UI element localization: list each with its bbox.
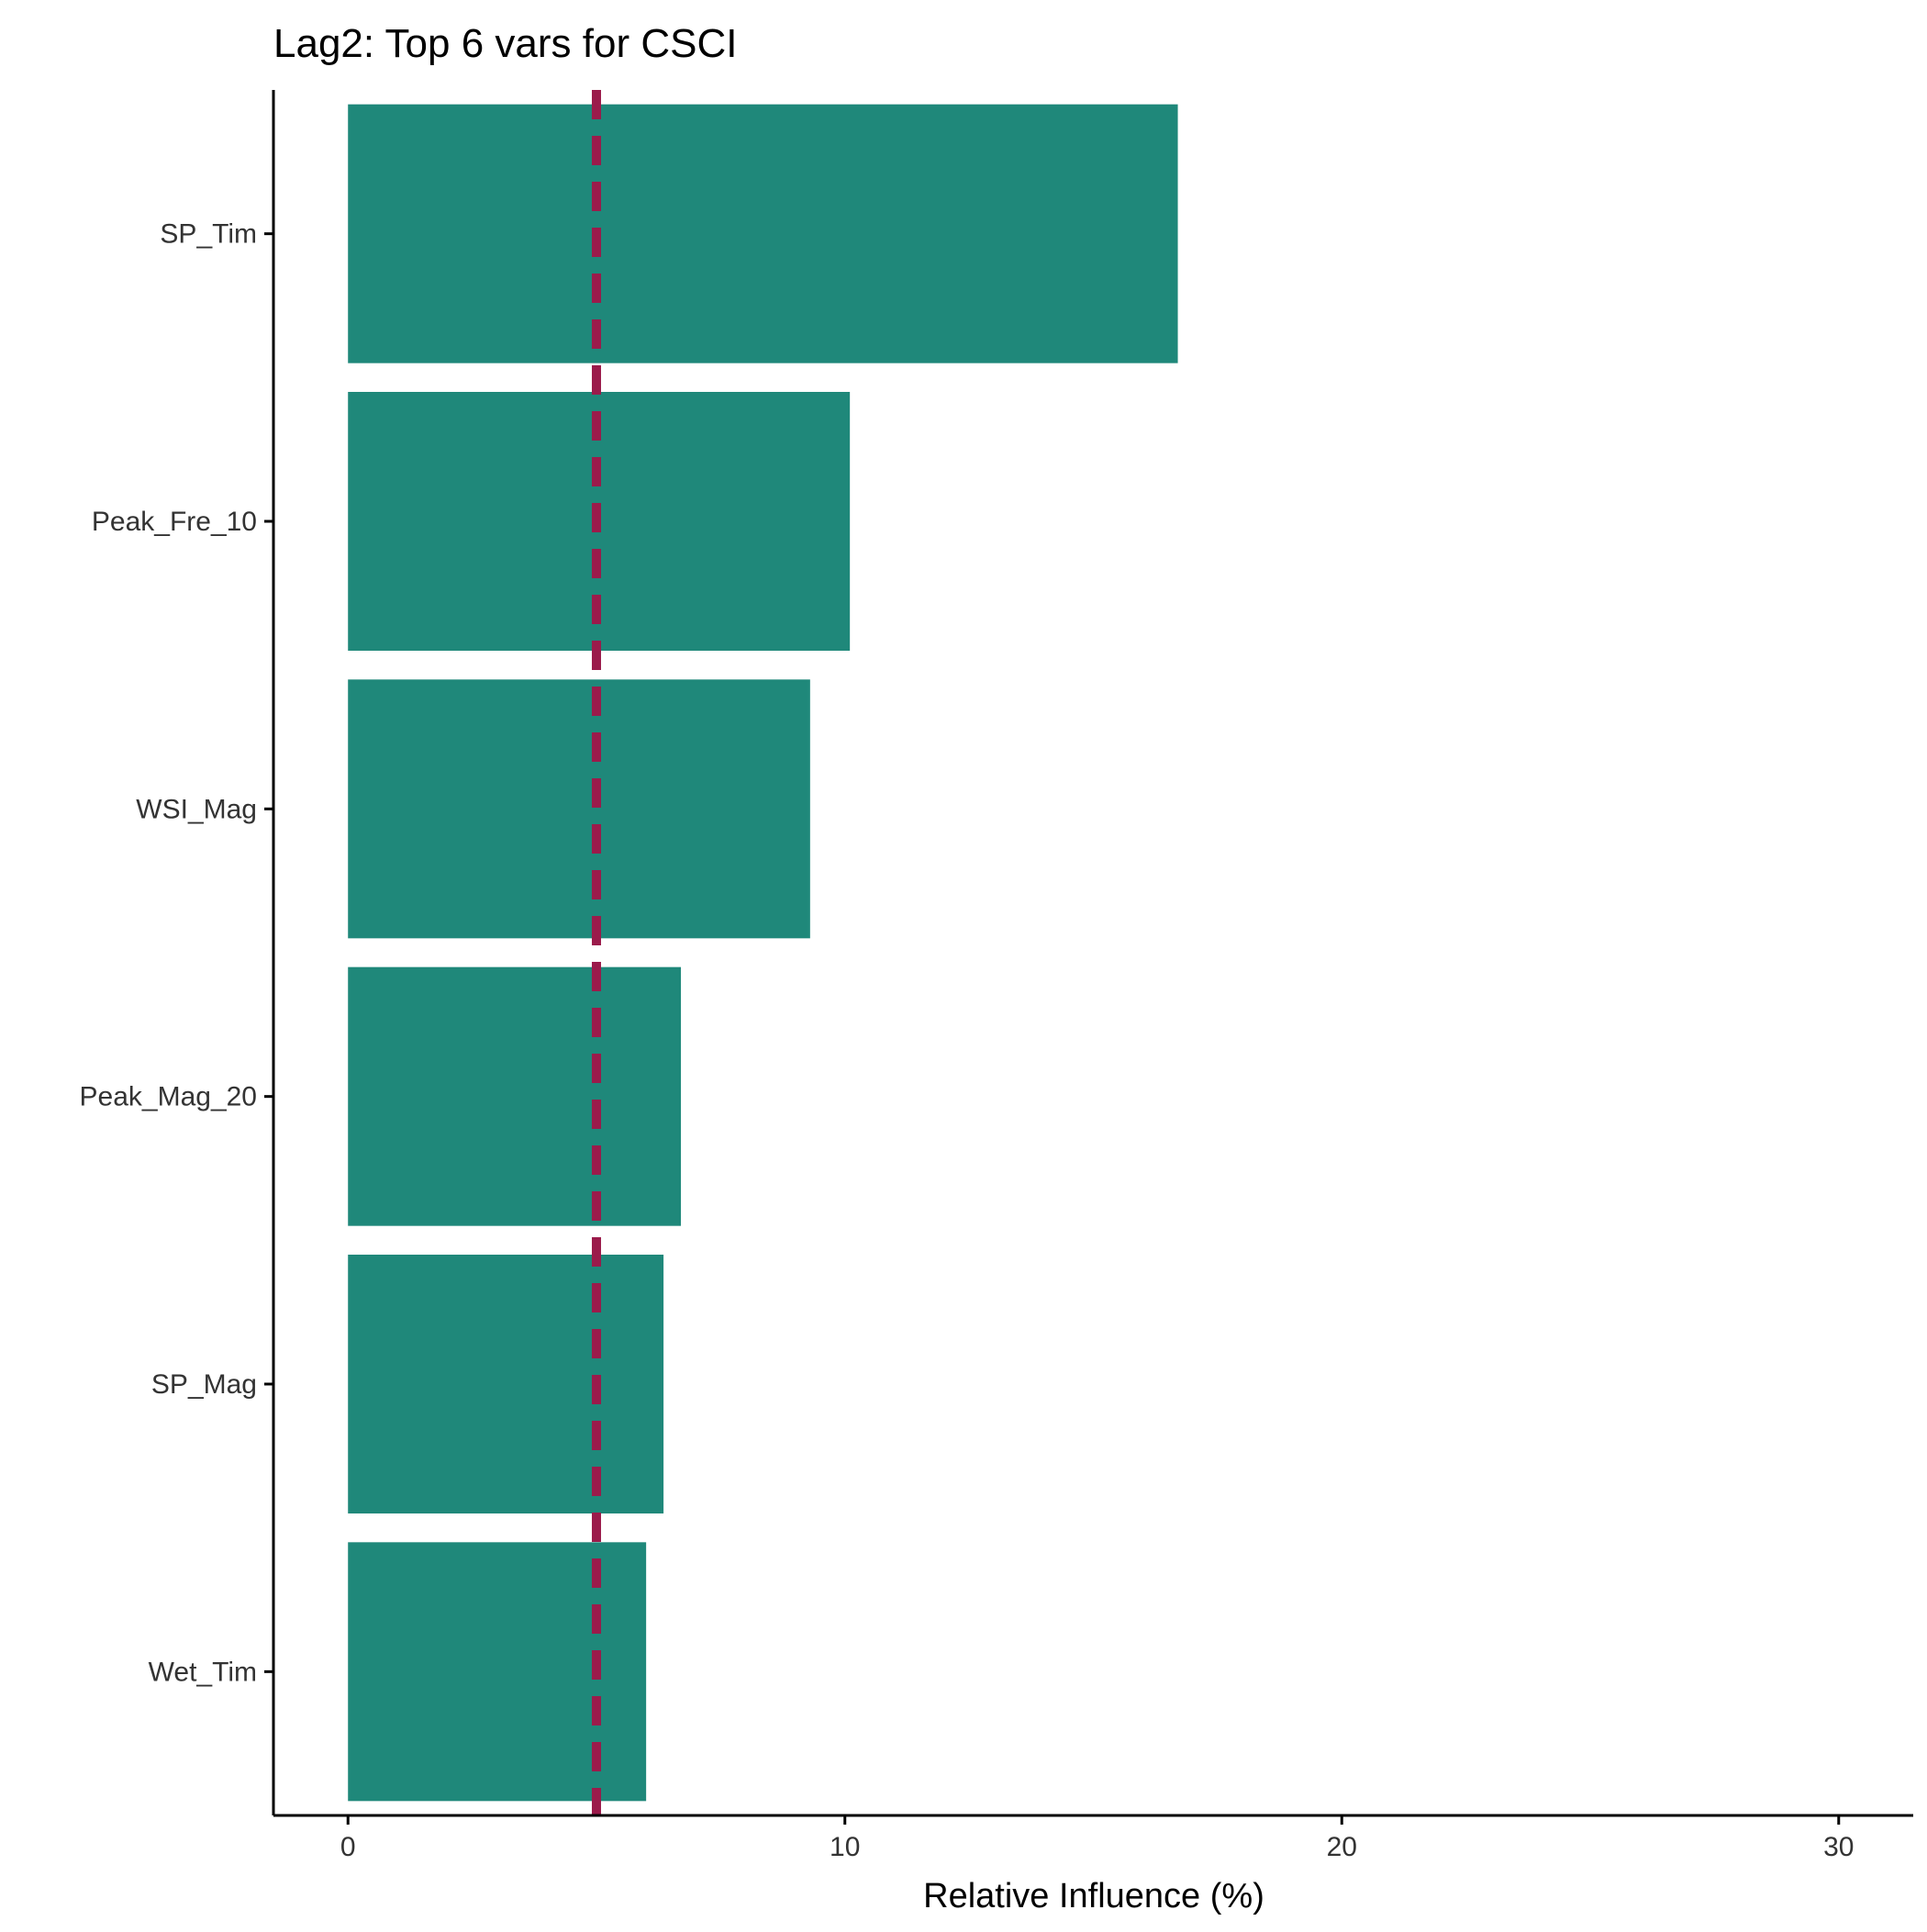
y-tick-label: SP_Tim	[160, 219, 257, 250]
x-tick-label: 30	[1823, 1832, 1854, 1862]
y-tick-label: Peak_Mag_20	[80, 1082, 257, 1112]
y-tick-label: Peak_Fre_10	[92, 507, 257, 537]
bar-sp-mag	[348, 1255, 664, 1513]
bar-sp-tim	[348, 104, 1178, 363]
bar-wsi-mag	[348, 679, 810, 939]
bars-group	[348, 104, 1178, 1802]
y-tick-label: WSI_Mag	[136, 794, 257, 824]
x-axis-title: Relative Influence (%)	[923, 1877, 1264, 1915]
y-tick-label: SP_Mag	[151, 1369, 257, 1400]
chart-title: Lag2: Top 6 vars for CSCI	[273, 21, 737, 66]
axes-group: SP_Tim Peak_Fre_10 WSI_Mag Peak_Mag_20 SP_Ma…	[80, 90, 1913, 1862]
bar-wet-tim	[348, 1542, 647, 1802]
bar-peak-mag-20	[348, 966, 682, 1226]
x-tick-label: 0	[340, 1832, 356, 1862]
y-tick-label: Wet_Tim	[149, 1657, 257, 1687]
x-tick-label: 20	[1327, 1832, 1357, 1862]
x-tick-label: 10	[830, 1832, 860, 1862]
